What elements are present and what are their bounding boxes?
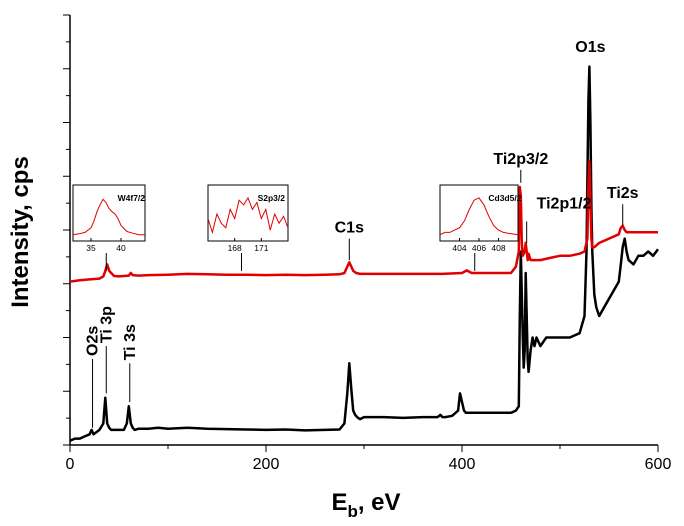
x-axis-title-suffix: , eV (358, 489, 401, 516)
x-axis-title-subscript: b (347, 502, 357, 521)
inset-title: W4f7/2 (118, 193, 146, 203)
peak-label: O1s (575, 39, 605, 56)
inset-spectrum-line (439, 197, 519, 236)
inset-tick-label: 35 (86, 243, 96, 253)
peak-label: Ti 3p (98, 306, 115, 343)
inset-tick-label: 168 (228, 243, 242, 253)
insets: 35 40 W4f7/2 168 171 S2p3/2 404 406 408 Cd3d5/2 (72, 184, 522, 271)
y-axis-title: Intensity, cps (7, 156, 34, 308)
inset: 404 406 408 Cd3d5/2 (439, 184, 522, 271)
peak-label: C1s (335, 220, 364, 237)
spectra (69, 65, 659, 442)
inset-frame (72, 184, 146, 242)
inset-tick-label: 404 (452, 243, 466, 253)
inset-tick-label: 406 (472, 243, 486, 253)
peak-label: Ti2s (607, 185, 639, 202)
series-line-black (69, 65, 659, 442)
inset-spectrum-line (72, 198, 145, 236)
peak-label: Ti 3s (122, 324, 139, 360)
inset-title: Cd3d5/2 (488, 193, 521, 203)
x-axis-title: Eb, eV (331, 489, 400, 521)
inset-tick-label: 40 (116, 243, 126, 253)
inset-frame (207, 184, 289, 242)
inset: 168 171 S2p3/2 (207, 184, 289, 271)
x-tick-label: 0 (66, 456, 75, 473)
x-tick-label: 600 (645, 456, 672, 473)
inset-spectrum-line (207, 196, 289, 235)
x-tick-label: 400 (449, 456, 476, 473)
peak-label: Ti2p3/2 (493, 151, 548, 168)
x-tick-label: 200 (253, 456, 280, 473)
peak-label: O2s (85, 326, 102, 356)
inset: 35 40 W4f7/2 (72, 184, 146, 271)
x-ticks: 0 200 400 600 (66, 445, 672, 473)
peak-label: Ti2p1/2 (537, 196, 592, 213)
x-axis-title-main: E (331, 489, 347, 516)
inset-tick-label: 408 (491, 243, 505, 253)
axes (69, 15, 658, 446)
y-ticks (63, 14, 70, 446)
inset-title: S2p3/2 (258, 193, 286, 203)
series-line-red (69, 159, 658, 283)
inset-tick-label: 171 (254, 243, 268, 253)
